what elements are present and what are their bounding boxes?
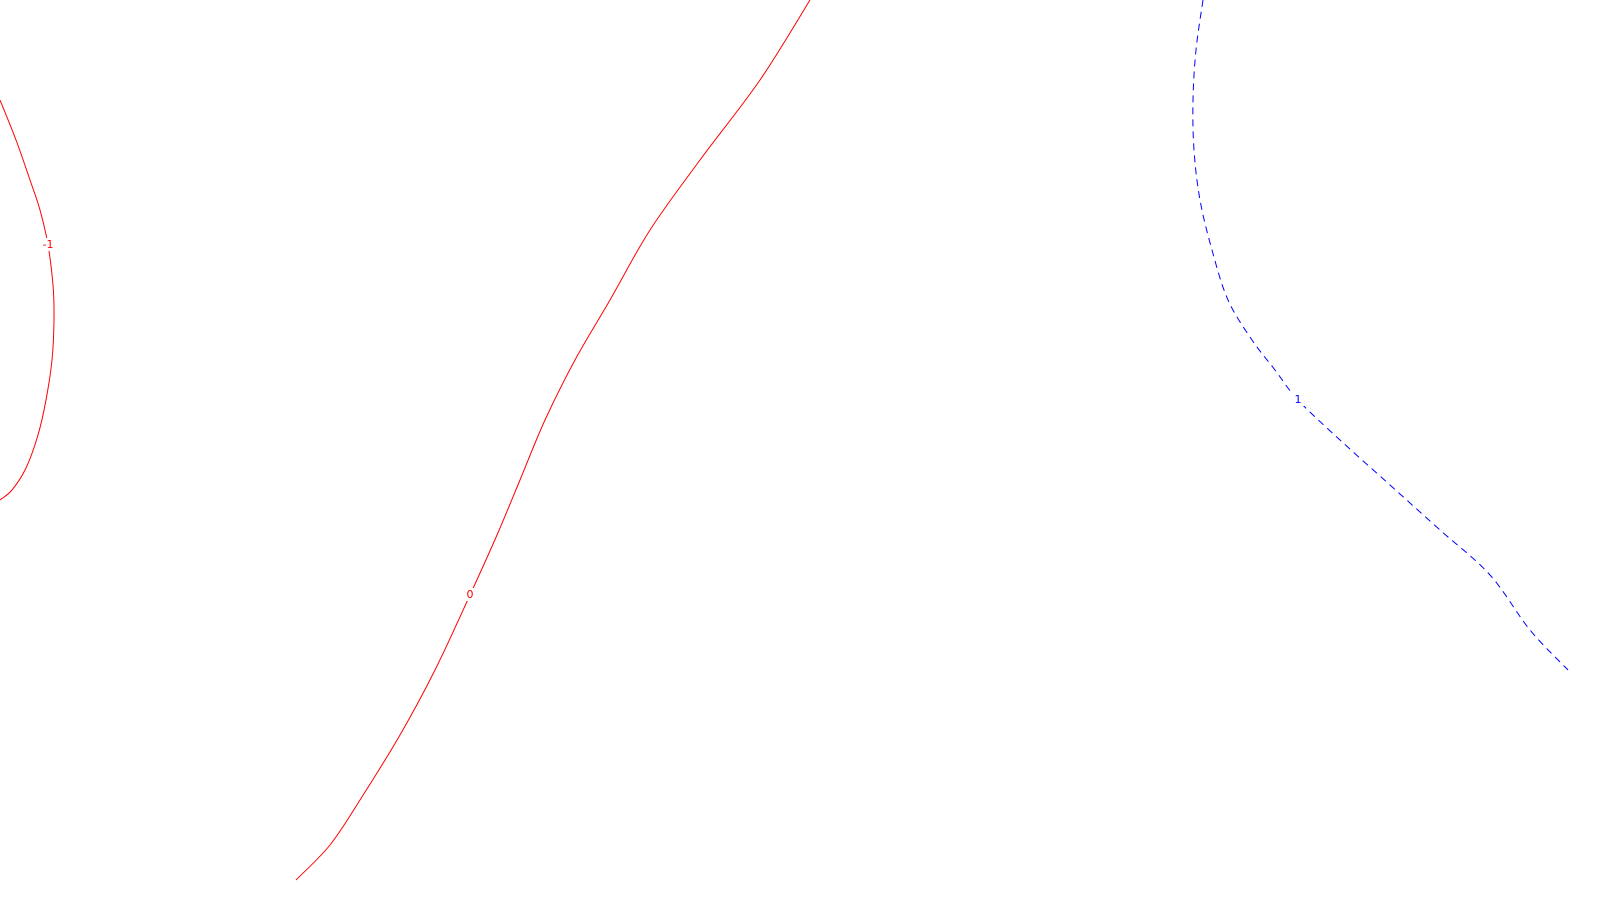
contour-label-level-1: 1 — [1295, 393, 1302, 406]
contour-label-level-0: 0 — [467, 588, 474, 601]
contour-label-level-neg-1: -1 — [43, 238, 54, 251]
